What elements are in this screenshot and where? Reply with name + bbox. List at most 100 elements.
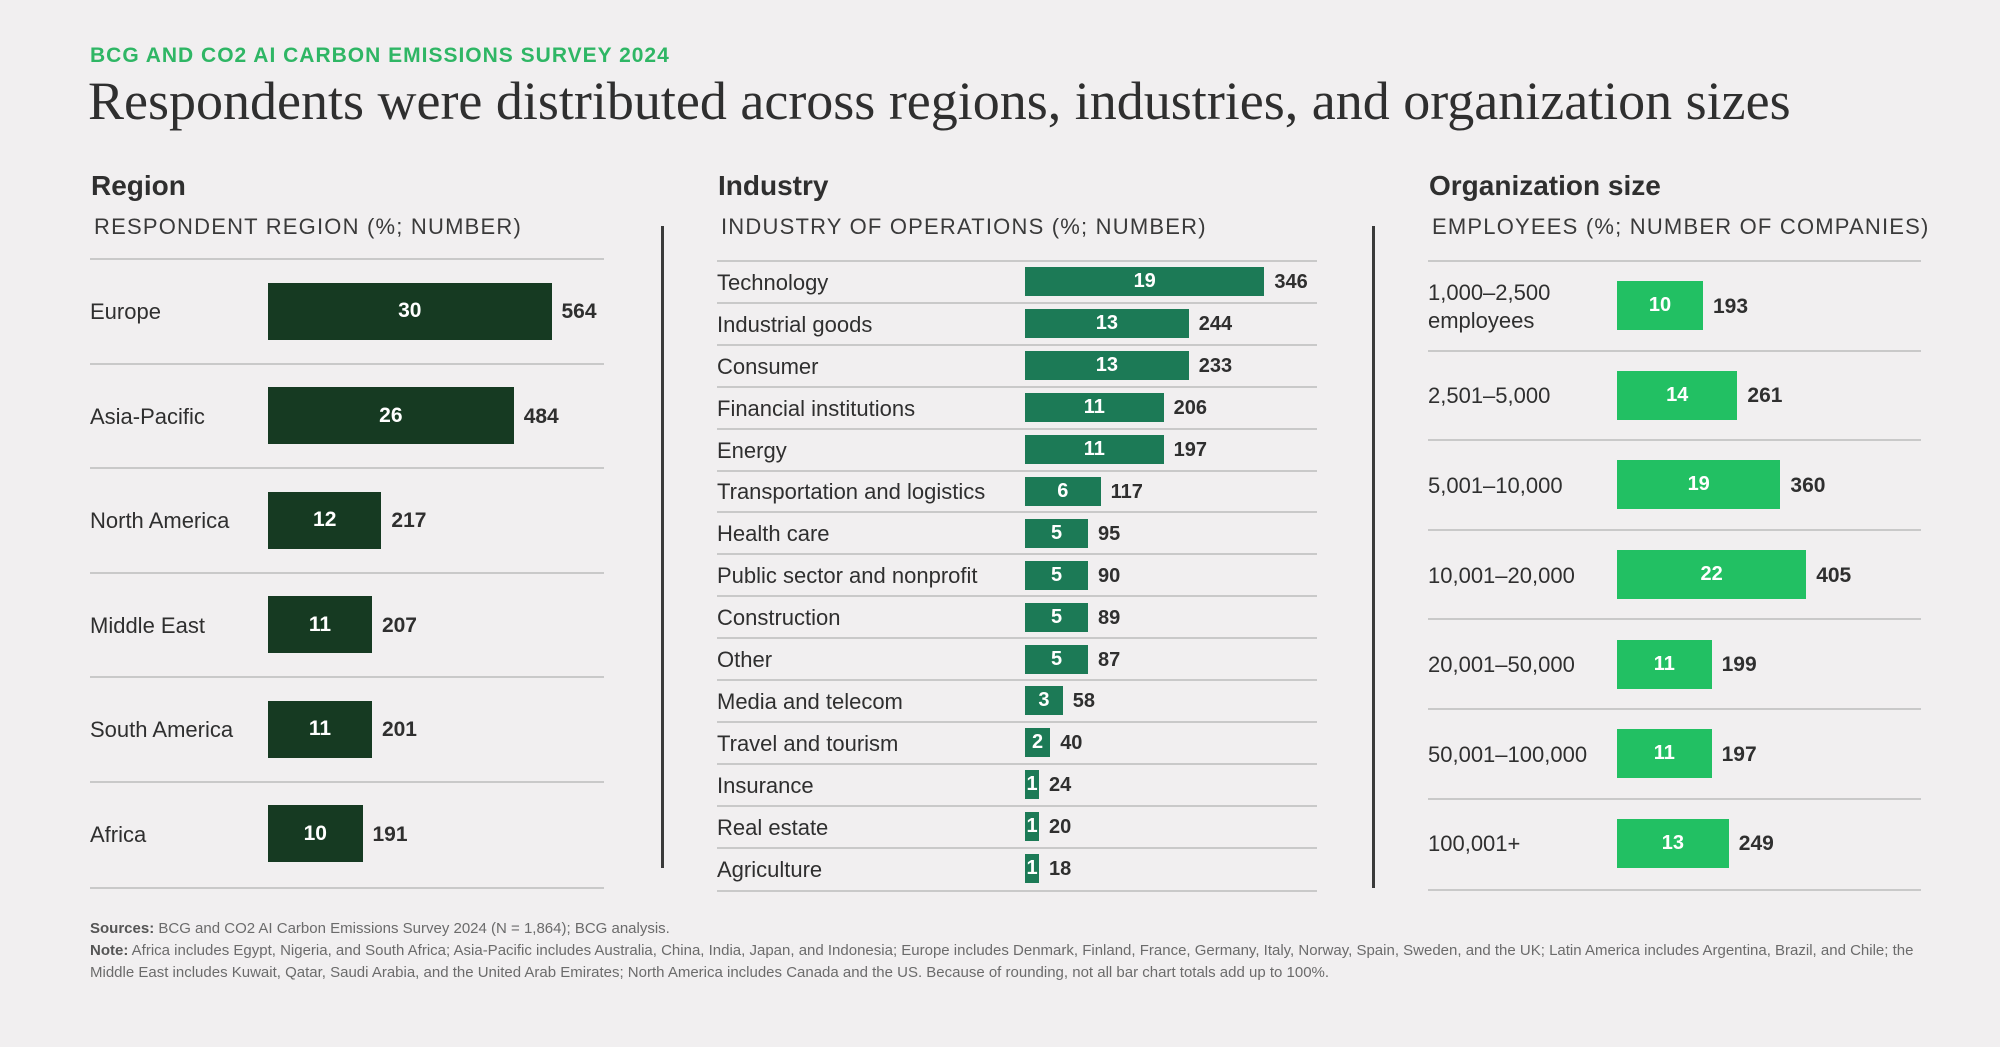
size-count-label: 261 [1747,384,1783,408]
region-bar: 26 [268,387,514,445]
industry-row: Construction 5 89 [717,595,1317,639]
industry-count-label: 89 [1098,606,1121,629]
region-count-label: 217 [391,509,427,533]
industry-row: Consumer 13 233 [717,343,1317,388]
size-row: 50,001–100,000 11 197 [1428,708,1921,800]
region-bar: 30 [268,282,552,340]
industry-bar: 5 [1025,644,1088,674]
industry-count-label: 87 [1098,648,1121,671]
kicker: BCG AND CO2 AI CARBON EMISSIONS SURVEY 2… [90,44,670,67]
size-category-label: 5,001–10,000 [1428,472,1563,498]
size-title: Organization size [1429,170,1661,201]
industry-count-label: 346 [1274,271,1308,294]
industry-bar: 1 [1025,812,1039,842]
industry-bar: 5 [1025,602,1088,632]
region-category-label: Middle East [90,612,205,638]
industry-category-label: Financial institutions [717,395,916,421]
industry-row: Insurance 1 24 [717,762,1317,807]
industry-row: Technology 19 346 [717,260,1317,304]
industry-bar: 2 [1025,728,1051,758]
industry-bar: 5 [1025,518,1088,548]
industry-row: Industrial goods 13 244 [717,301,1317,346]
size-row: 1,000–2,500 employees 10 193 [1428,260,1921,352]
region-category-label: North America [90,508,230,534]
industry-count-label: 90 [1098,564,1121,587]
size-count-label: 199 [1721,653,1757,677]
industry-bar: 13 [1025,351,1189,381]
region-title: Region [91,170,186,201]
industry-bar: 11 [1025,393,1164,423]
industry-row: Energy 11 197 [717,427,1317,472]
region-row: South America 11 201 [90,676,604,783]
industry-bar: 19 [1025,267,1265,297]
region-subtitle: RESPONDENT REGION (%; NUMBER) [94,214,522,239]
size-bar: 19 [1617,460,1781,510]
industry-category-label: Public sector and nonprofit [717,563,978,589]
page-title: Respondents were distributed across regi… [88,71,1791,131]
size-category-label: 2,501–5,000 [1428,383,1551,409]
industry-row: Financial institutions 11 206 [717,385,1317,430]
size-subtitle: EMPLOYEES (%; NUMBER OF COMPANIES) [1432,214,1930,239]
panel-divider-right [1372,226,1375,888]
size-bar: 11 [1617,639,1712,689]
size-count-label: 197 [1721,742,1757,766]
industry-category-label: Other [717,647,773,673]
industry-count-label: 233 [1198,355,1233,378]
note-line: Note: Africa includes Egypt, Nigeria, an… [90,940,1920,984]
size-bar: 11 [1617,729,1712,779]
size-bar: 10 [1617,281,1703,331]
size-row: 10,001–20,000 22 405 [1428,528,1921,621]
region-bar: 10 [268,805,363,863]
industry-bar: 1 [1025,854,1039,884]
region-row: Europe 30 564 [90,258,604,365]
region-bar: 11 [268,596,372,654]
industry-category-label: Energy [717,437,787,463]
industry-category-label: Agriculture [717,856,823,882]
size-row: 5,001–10,000 19 360 [1428,439,1921,531]
footer-notes: Sources: BCG and CO2 AI Carbon Emissions… [90,918,1920,984]
region-category-label: South America [90,717,234,743]
industry-category-label: Health care [717,521,830,547]
industry-row: Real estate 1 20 [717,804,1317,849]
size-bar: 22 [1617,550,1807,600]
industry-bar: 3 [1025,686,1063,716]
size-panel: Organization size EMPLOYEES (%; NUMBER O… [1428,170,1930,892]
region-count-label: 201 [381,718,417,742]
region-count-label: 191 [372,822,408,846]
region-row: North America 12 217 [90,467,604,574]
industry-bar: 6 [1025,476,1101,506]
industry-category-label: Industrial goods [717,311,873,337]
industry-subtitle: INDUSTRY OF OPERATIONS (%; NUMBER) [721,214,1207,239]
region-count-label: 564 [561,300,597,324]
industry-row: Health care 5 95 [717,511,1317,555]
industry-bar: 13 [1025,309,1189,339]
region-panel: Region RESPONDENT REGION (%; NUMBER) Eur… [90,170,604,889]
industry-bar: 11 [1025,435,1164,465]
industry-category-label: Travel and tourism [717,730,899,756]
industry-count-label: 206 [1173,397,1207,420]
region-row: Africa 10 191 [90,780,604,889]
size-count-label: 405 [1816,563,1852,587]
industry-count-label: 24 [1049,774,1072,797]
size-count-label: 193 [1713,294,1749,318]
size-count-label: 249 [1738,832,1774,856]
industry-panel: Industry INDUSTRY OF OPERATIONS (%; NUMB… [717,170,1317,893]
industry-category-label: Media and telecom [717,688,903,714]
industry-count-label: 58 [1072,690,1096,713]
size-row: 20,001–50,000 11 199 [1428,618,1921,710]
industry-count-label: 20 [1049,816,1072,839]
industry-row: Agriculture 1 18 [717,846,1317,893]
sources-line: Sources: BCG and CO2 AI Carbon Emissions… [90,918,1920,940]
industry-category-label: Consumer [717,353,819,379]
industry-category-label: Transportation and logistics [717,479,986,505]
industry-count-label: 117 [1110,480,1143,503]
region-bar: 12 [268,491,382,549]
industry-row: Public sector and nonprofit 5 90 [717,553,1317,597]
size-category-label: 20,001–50,000 [1428,652,1575,678]
note-text: Africa includes Egypt, Nigeria, and Sout… [90,942,1914,981]
size-row: 2,501–5,000 14 261 [1428,349,1921,442]
industry-count-label: 197 [1173,439,1207,462]
industry-count-label: 95 [1098,522,1121,545]
size-bar: 14 [1617,370,1738,420]
industry-count-label: 40 [1060,732,1083,755]
